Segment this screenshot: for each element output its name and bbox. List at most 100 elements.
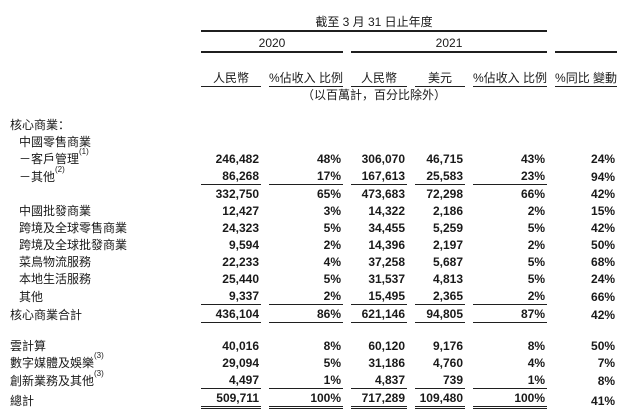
cell-usd-2021: 739 [415,371,466,389]
cell-rmb-2021: 37,258 [368,255,406,269]
row-label: 中國批發商業 [10,202,193,219]
cell-pct-2021: 43% [521,152,546,166]
cell-rmb-2021: 15,495 [351,287,408,305]
cell-rmb-2020: 22,233 [222,255,259,269]
row-label: 本地生活服務 [10,270,193,287]
cell-rmb-2020: 40,016 [222,339,259,353]
cell-pct-2020: 5% [323,272,342,286]
cell-pct-2021: 2% [473,287,548,305]
cell-yoy: 42% [591,308,616,322]
cell-yoy: 7% [597,356,616,370]
empty-cell [201,116,617,133]
cell-pct-2020: 5% [323,356,342,370]
cell-rmb-2021: 4,837 [351,371,408,389]
cell-rmb-2020: 436,104 [201,305,261,323]
cell-yoy: 68% [591,255,616,269]
cell-pct-2021: 5% [527,221,546,235]
cell-rmb-2020: 509,711 [201,389,261,409]
cell-yoy: 66% [591,290,616,304]
cell-usd-2021: 2,186 [432,204,464,218]
year-header-row: 2020 2021 [10,32,618,53]
row-label-text: 本地生活服務 [19,272,92,286]
col-header-rmb-2021: 人民幣 [351,53,408,87]
cell-usd-2021: 5,259 [432,221,464,235]
cell-pct-2020: 3% [323,204,342,218]
table-row: 跨境及全球批發商業 9,594 2% 14,396 2,197 2% 50% [10,236,617,253]
cell-yoy: 50% [591,339,616,353]
cell-rmb-2021: 621,146 [351,305,408,323]
cell-pct-2021: 100% [473,389,548,409]
cell-usd-2021: 2,365 [415,287,466,305]
cell-pct-2021: 5% [527,255,546,269]
row-label-text: 跨境及全球零售商業 [19,221,128,235]
row-label: 數字媒體及娛樂(3) [10,351,193,371]
col-header-pct-2020: %佔收入 比例 [269,53,344,87]
table-row: 雲計算 40,016 8% 60,120 9,176 8% 50% [10,337,617,354]
cell-pct-2020: 48% [316,152,342,166]
cell-pct-2020: 86% [269,305,344,323]
cell-pct-2020: 8% [323,339,342,353]
footnote-marker: (2) [55,165,65,174]
table-row: 總計 509,711 100% 717,289 109,480 100% 41% [10,389,617,409]
cell-usd-2021: 4,760 [432,356,464,370]
cell-pct-2020: 100% [269,389,344,409]
cell-pct-2021: 87% [473,305,548,323]
row-label: 創新業務及其他(3) [10,369,193,389]
cell-usd-2021: 9,176 [432,339,464,353]
row-label-text: 核心商業合計 [10,308,83,322]
cell-usd-2021: 4,813 [432,272,464,286]
table-row: 創新業務及其他(3) 4,497 1% 4,837 739 1% 8% [10,369,617,389]
col-header-rmb-2020: 人民幣 [201,53,261,87]
cell-yoy: 15% [591,204,616,218]
table-row: 核心商業合計 436,104 86% 621,146 94,805 87% 42% [10,305,617,323]
cell-pct-2020: 2% [269,287,344,305]
cell-pct-2020: 17% [269,167,344,185]
cell-yoy: 42% [591,221,616,235]
cell-yoy: 42% [591,187,616,201]
cell-usd-2021: 2,197 [432,238,464,252]
cell-pct-2020: 65% [316,187,342,201]
row-label-text: 其他 [19,290,44,304]
row-label-text: 數字媒體及娛樂 [10,356,95,370]
year-2020-header: 2020 [201,32,344,53]
cell-yoy: 8% [597,374,616,388]
cell-rmb-2021: 14,322 [368,204,406,218]
cell-usd-2021: 5,687 [432,255,464,269]
cell-rmb-2021: 473,683 [361,187,406,201]
table-row: 中國零售商業 [10,133,617,150]
empty-cell [555,87,617,103]
spacer-row [10,323,617,337]
empty-cell [10,87,193,103]
cell-pct-2021: 2% [527,204,546,218]
units-note: （以百萬計，百分比除外） [302,88,447,102]
row-label: －客戶管理(1) [10,148,193,167]
cell-rmb-2020: 24,323 [222,221,259,235]
segment-revenue-table: 截至 3 月 31 日止年度 2020 2021 人民幣 %佔收入 比例 人民幣… [2,9,625,409]
row-label: 核心商業： [10,116,193,133]
cell-rmb-2020: 4,497 [201,371,261,389]
cell-rmb-2021: 31,186 [368,356,406,370]
table-row: 332,750 65% 473,683 72,298 66% 42% [10,185,617,202]
table-row: 本地生活服務 25,440 5% 31,537 4,813 5% 24% [10,270,617,287]
cell-usd-2021: 25,583 [415,167,466,185]
row-label-text: 創新業務及其他 [10,374,95,388]
row-label-text: 中國批發商業 [19,204,92,218]
year-2021-header: 2021 [351,32,548,53]
footnote-marker: (3) [94,369,104,378]
footnote-marker: (3) [94,351,104,360]
row-label-text: 總計 [10,394,35,408]
row-label: 核心商業合計 [10,305,193,323]
table-row: 核心商業： [10,116,617,133]
header-gap-row [10,103,617,116]
cell-pct-2021: 4% [527,356,546,370]
cell-pct-2020: 4% [323,255,342,269]
column-header-row: 人民幣 %佔收入 比例 人民幣 美元 %佔收入 比例 %同比 變動 [10,53,618,87]
empty-cell [201,133,617,150]
row-label: 雲計算 [10,337,193,354]
cell-rmb-2020: 29,094 [222,356,259,370]
cell-rmb-2021: 60,120 [368,339,406,353]
table-body: 核心商業： 中國零售商業 －客戶管理(1) 246,482 48% 306,070 46,7… [10,116,617,409]
table-row: 中國批發商業 12,427 3% 14,322 2,186 2% 15% [10,202,617,219]
col-header-pct-2021: %佔收入 比例 [473,53,548,87]
